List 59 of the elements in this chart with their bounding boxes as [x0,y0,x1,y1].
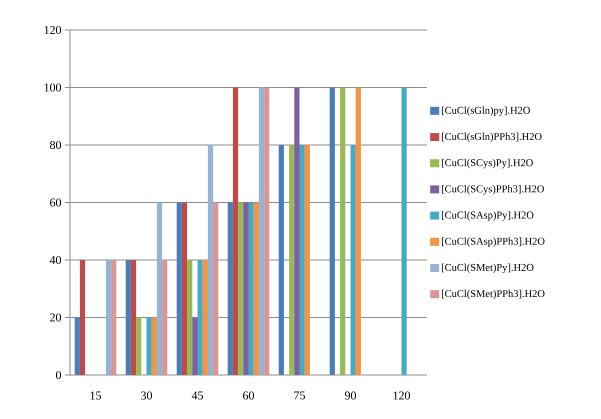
y-tick-label: 40 [50,256,62,264]
bar [176,202,182,375]
bar [213,202,218,375]
bar [106,260,112,375]
x-tick-label: 15 [90,391,102,400]
legend-label: [CuCl(SCys)PPh3].H2O [442,185,544,195]
y-tick-label: 0 [56,370,62,380]
bar [264,87,270,375]
bar [248,202,254,375]
bar [238,202,244,375]
bar [187,260,192,375]
bar [111,260,116,375]
legend-label: [CuCl(SCys)Py].H2O [442,158,533,168]
legend-label: [CuCl(SAsp)Py].H2O [442,211,534,221]
y-tick-label: 20 [50,313,62,322]
y-tick-label: 120 [44,26,62,34]
bar [202,260,208,375]
bar [300,144,305,375]
y-tick-label: 100 [44,83,62,92]
y-tick-label: 60 [50,198,62,207]
bar [254,202,259,375]
bar [136,318,142,375]
bar [162,260,168,375]
x-tick-label: 90 [344,391,356,400]
bar [278,144,284,375]
bar [126,260,131,375]
legend-label: [CuCl(SAsp)PPh3].H2O [442,237,544,247]
bar [182,202,188,375]
bar [340,87,346,375]
x-tick-label: 75 [294,391,306,400]
bar [350,144,356,375]
bar [356,87,361,375]
bar [80,260,86,375]
legend-label: [CuCl(SMet)PPh3].H2O [442,290,544,300]
bar [232,87,238,375]
bar [330,87,335,375]
bar [146,318,152,375]
bar [228,202,233,375]
legend-label: [CuCl(SMet)Py].H2O [442,264,534,274]
bar [130,260,136,375]
bar [208,144,214,375]
x-tick-label: 60 [243,391,254,400]
legend-label: [CuCl(sGln)py].H2O [442,106,530,116]
legend-label: [CuCl(sGln)PPh3].H2O [442,132,542,142]
bar [152,318,157,375]
bar [402,87,407,375]
x-tick-label: 30 [141,391,152,400]
bar [258,87,264,375]
x-tick-label: 120 [394,391,410,400]
bar [156,202,162,375]
x-tick-label: 45 [192,391,204,400]
bar [289,144,294,375]
bar [294,87,300,375]
bar [192,318,198,375]
bar [198,260,203,375]
bar [243,202,248,375]
bar [74,318,80,375]
y-tick-label: 80 [50,140,62,150]
bar [304,144,310,375]
